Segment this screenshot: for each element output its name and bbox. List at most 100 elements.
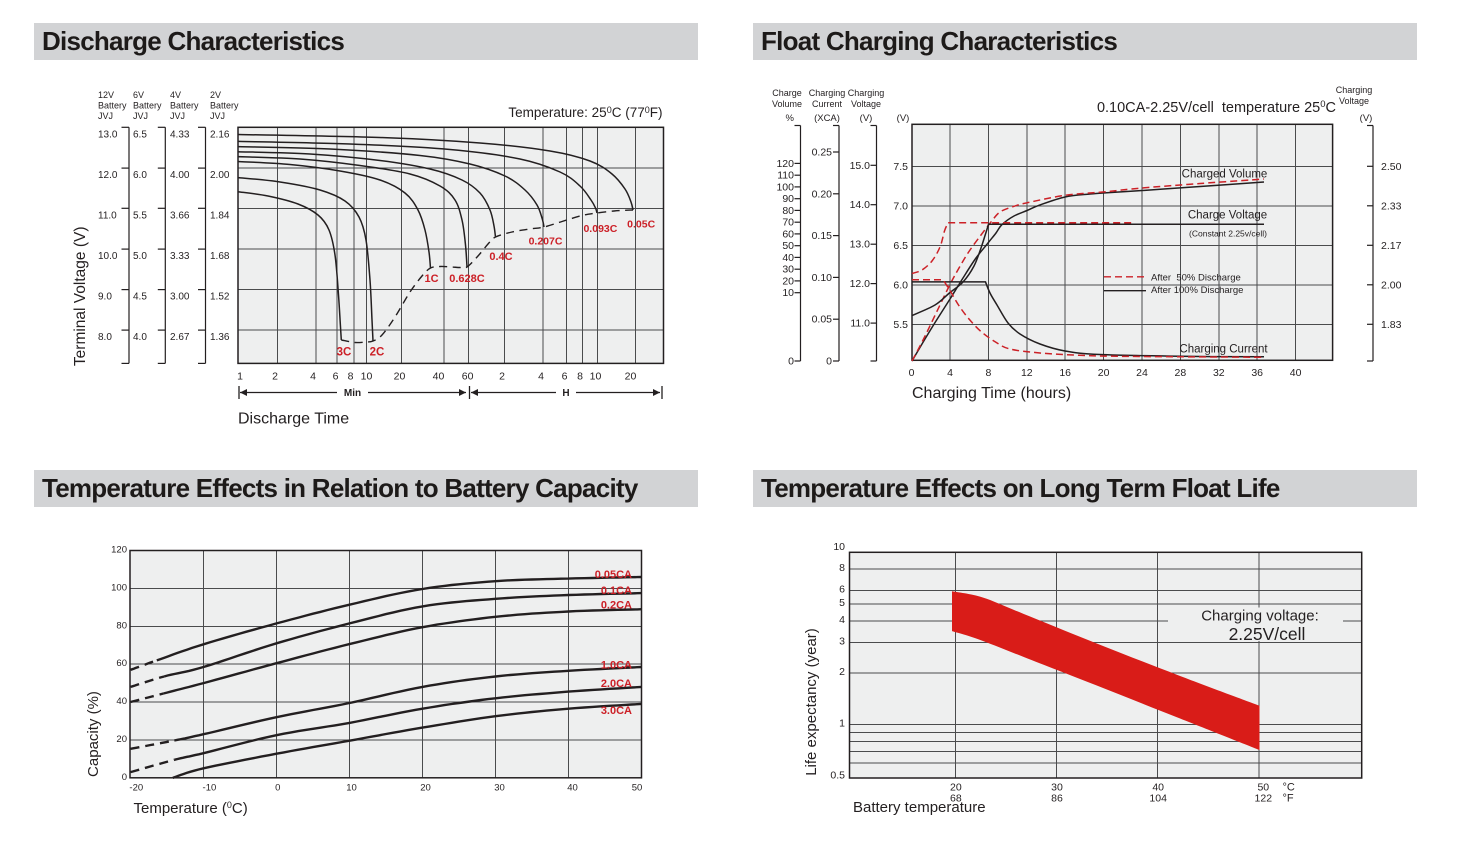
svg-text:5.5: 5.5 xyxy=(893,319,908,331)
svg-text:60: 60 xyxy=(462,371,474,383)
svg-text:0.5: 0.5 xyxy=(830,770,845,782)
svg-text:32: 32 xyxy=(1213,367,1225,379)
svg-text:0.1CA: 0.1CA xyxy=(601,585,632,597)
svg-text:JVJ: JVJ xyxy=(170,111,185,121)
svg-text:0.2CA: 0.2CA xyxy=(601,600,632,612)
svg-text:Battery temperature: Battery temperature xyxy=(853,799,986,816)
svg-text:(XCA): (XCA) xyxy=(814,113,840,124)
svg-text:0.05: 0.05 xyxy=(812,314,833,326)
svg-text:Charge: Charge xyxy=(772,88,802,98)
svg-text:Battery: Battery xyxy=(210,101,239,111)
svg-text:2.00: 2.00 xyxy=(1381,279,1402,291)
svg-text:40: 40 xyxy=(1152,782,1164,794)
svg-text:4: 4 xyxy=(839,614,845,626)
svg-text:20: 20 xyxy=(1098,367,1110,379)
svg-text:°F: °F xyxy=(1283,793,1294,805)
svg-text:8: 8 xyxy=(348,371,354,383)
svg-text:24: 24 xyxy=(1136,367,1148,379)
svg-text:3.0CA: 3.0CA xyxy=(601,705,632,717)
svg-text:13.0: 13.0 xyxy=(98,129,118,140)
svg-text:30: 30 xyxy=(494,783,505,794)
svg-text:Float Charging Characteristics: Float Charging Characteristics xyxy=(761,26,1117,56)
svg-text:4: 4 xyxy=(947,367,953,379)
svg-text:12.0: 12.0 xyxy=(850,278,871,290)
svg-text:104: 104 xyxy=(1149,793,1167,805)
svg-text:120: 120 xyxy=(111,545,127,556)
svg-text:0: 0 xyxy=(826,356,832,368)
svg-text:7.0: 7.0 xyxy=(893,200,908,212)
svg-text:2: 2 xyxy=(839,666,845,678)
svg-text:H: H xyxy=(562,388,569,399)
svg-text:1.68: 1.68 xyxy=(210,251,230,262)
svg-text:Charging: Charging xyxy=(1336,85,1373,95)
svg-text:11.0: 11.0 xyxy=(98,210,117,221)
svg-text:15.0: 15.0 xyxy=(850,160,871,172)
svg-text:10: 10 xyxy=(346,783,357,794)
svg-text:Battery: Battery xyxy=(133,101,162,111)
svg-text:0.628C: 0.628C xyxy=(449,273,485,285)
svg-text:16: 16 xyxy=(1059,367,1071,379)
svg-text:60: 60 xyxy=(782,228,794,240)
svg-text:11.0: 11.0 xyxy=(850,318,870,330)
svg-text:12V: 12V xyxy=(98,90,114,100)
svg-text:Current: Current xyxy=(812,99,843,109)
svg-text:Battery: Battery xyxy=(170,101,199,111)
svg-text:1C: 1C xyxy=(424,273,438,285)
svg-text:After 100% Discharge: After 100% Discharge xyxy=(1151,285,1243,296)
svg-text:10.0: 10.0 xyxy=(98,251,118,262)
svg-text:10: 10 xyxy=(361,371,373,383)
svg-text:1: 1 xyxy=(237,371,243,383)
svg-text:Capacity (%): Capacity (%) xyxy=(85,691,102,777)
svg-text:Temperature Effects on Long Te: Temperature Effects on Long Term Float L… xyxy=(761,473,1280,503)
svg-text:80: 80 xyxy=(782,205,794,217)
svg-text:(V): (V) xyxy=(897,113,910,124)
svg-text:50: 50 xyxy=(632,783,643,794)
svg-text:6V: 6V xyxy=(133,90,144,100)
svg-text:(V): (V) xyxy=(860,113,873,124)
svg-text:30: 30 xyxy=(1051,782,1063,794)
svg-text:50: 50 xyxy=(1257,782,1269,794)
svg-text:20: 20 xyxy=(420,783,431,794)
svg-text:2: 2 xyxy=(499,371,505,383)
svg-text:0.093C: 0.093C xyxy=(583,223,617,235)
svg-text:8: 8 xyxy=(985,367,991,379)
svg-text:4V: 4V xyxy=(170,90,181,100)
svg-text:4.0: 4.0 xyxy=(133,332,147,343)
svg-text:14.0: 14.0 xyxy=(850,199,871,211)
svg-text:0.207C: 0.207C xyxy=(529,235,563,247)
svg-text:2C: 2C xyxy=(370,347,385,359)
svg-text:2.25V/cell: 2.25V/cell xyxy=(1229,624,1306,644)
svg-text:4.5: 4.5 xyxy=(133,292,147,303)
svg-text:After 50% Discharge: After 50% Discharge xyxy=(1151,272,1241,283)
svg-text:40: 40 xyxy=(567,783,578,794)
svg-text:Charging: Charging xyxy=(809,88,846,98)
svg-text:6.5: 6.5 xyxy=(133,129,147,140)
svg-text:12.0: 12.0 xyxy=(98,170,118,181)
svg-text:60: 60 xyxy=(116,658,127,669)
svg-text:5: 5 xyxy=(839,597,845,609)
svg-text:-20: -20 xyxy=(129,783,143,794)
svg-text:Temperature: 250C (770F): Temperature: 250C (770F) xyxy=(508,105,662,120)
svg-text:0.4C: 0.4C xyxy=(489,251,512,263)
svg-text:Charged Volume: Charged Volume xyxy=(1182,169,1268,181)
svg-text:2.67: 2.67 xyxy=(170,332,190,343)
svg-text:JVJ: JVJ xyxy=(133,111,148,121)
svg-text:Charging voltage:: Charging voltage: xyxy=(1201,608,1319,625)
svg-text:120: 120 xyxy=(776,158,794,170)
svg-text:2.17: 2.17 xyxy=(1381,240,1402,252)
svg-text:Charging Time (hours): Charging Time (hours) xyxy=(912,385,1071,402)
svg-text:100: 100 xyxy=(776,181,794,193)
svg-text:JVJ: JVJ xyxy=(210,111,225,121)
svg-text:6: 6 xyxy=(839,584,845,596)
svg-text:2.16: 2.16 xyxy=(210,129,230,140)
svg-text:3: 3 xyxy=(839,635,845,647)
svg-text:0.10CA-2.25V/cell temperature: 0.10CA-2.25V/cell temperature 250C xyxy=(1097,99,1336,116)
svg-text:100: 100 xyxy=(111,582,127,593)
svg-text:7.5: 7.5 xyxy=(893,161,908,173)
svg-text:20: 20 xyxy=(782,275,794,287)
svg-text:%: % xyxy=(786,113,795,124)
svg-text:122: 122 xyxy=(1255,793,1273,805)
svg-text:Temperature (0C): Temperature (0C) xyxy=(134,800,248,817)
svg-text:0.10: 0.10 xyxy=(812,272,833,284)
svg-text:13.0: 13.0 xyxy=(850,239,871,251)
